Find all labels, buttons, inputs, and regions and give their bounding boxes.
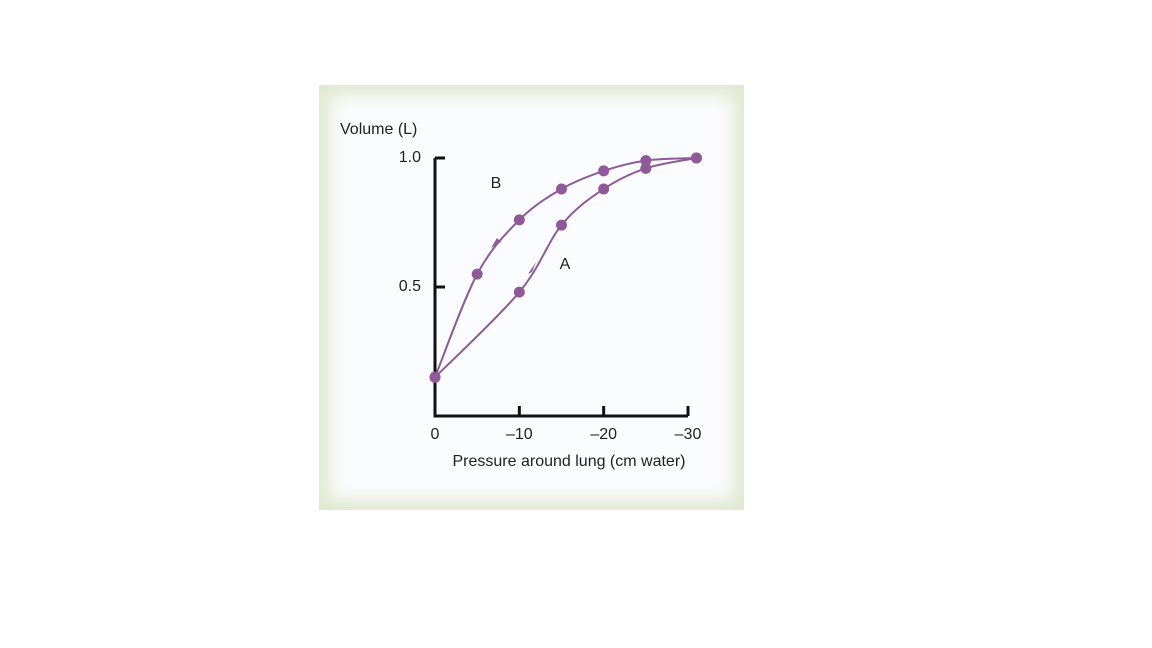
data-point — [598, 165, 610, 177]
x-tick-label: –10 — [506, 426, 533, 443]
data-point — [556, 219, 567, 231]
y-axis-label: Volume (L) — [340, 121, 417, 138]
direction-arrow — [491, 238, 501, 248]
x-tick-label: –20 — [590, 426, 617, 443]
chart-panel — [319, 85, 744, 510]
data-point — [556, 183, 567, 195]
data-point — [598, 183, 610, 195]
x-tick-label: –30 — [675, 426, 702, 443]
data-point — [513, 286, 525, 298]
direction-arrow — [528, 262, 536, 274]
y-tick-label: 0.5 — [399, 278, 421, 295]
data-point — [690, 152, 702, 164]
axis-line — [433, 158, 688, 418]
data-point — [513, 214, 525, 226]
series-label: A — [560, 256, 571, 273]
data-point — [640, 162, 652, 174]
y-tick-label: 1.0 — [399, 149, 421, 166]
data-point — [429, 371, 441, 383]
x-tick-label: 0 — [431, 426, 440, 443]
data-point — [471, 268, 483, 280]
series-label: B — [491, 175, 502, 192]
data-point — [640, 155, 652, 167]
x-axis-label: Pressure around lung (cm water) — [453, 453, 686, 470]
